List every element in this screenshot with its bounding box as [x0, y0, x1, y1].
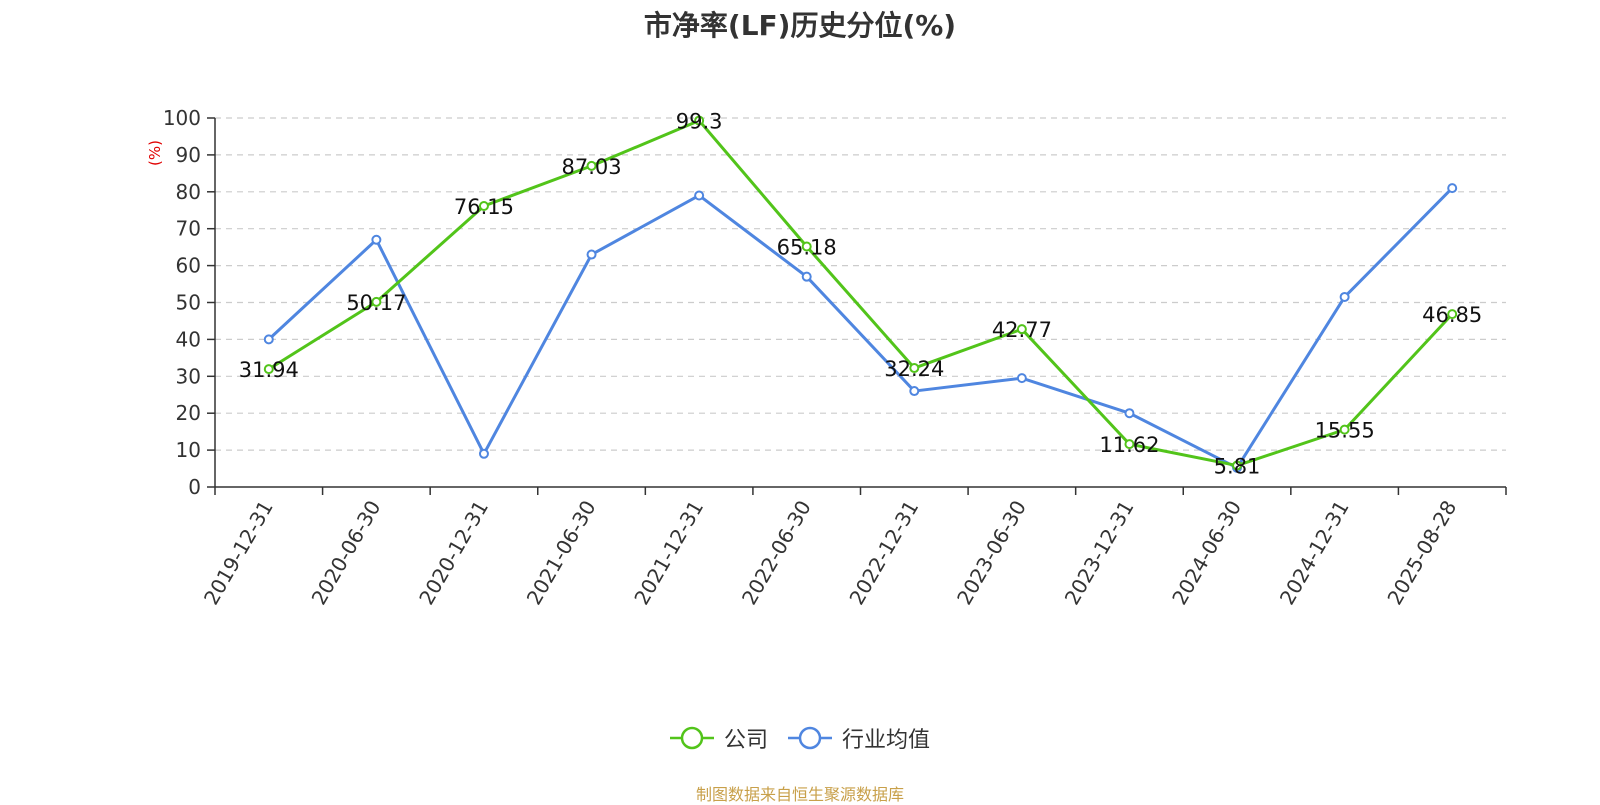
- data-point-company: [478, 201, 489, 212]
- data-point-industry: [694, 190, 705, 201]
- line-chart: 0 10 20 30 40 50 60 70 80 90 100 (%) 2019-12-31 2020…: [146, 106, 1507, 609]
- data-point-industry: [801, 271, 812, 282]
- x-tick-label: 2020-12-31: [414, 496, 493, 609]
- data-labels: 31.94 50.17 76.15 87.03 99.3 65.18 32.24 42.77 1…: [239, 110, 1483, 479]
- legend-item-company[interactable]: 公司: [669, 722, 768, 754]
- x-axis: 2019-12-31 2020-06-30 2020-12-31 2021-06-30…: [199, 486, 1507, 609]
- data-point-industry: [1016, 373, 1027, 384]
- data-source-note: 制图数据来自恒生聚源数据库: [695, 785, 904, 804]
- data-point-company: [263, 364, 274, 375]
- legend-label-industry: 行业均值: [842, 728, 931, 753]
- x-tick-label: 2019-12-31: [199, 496, 278, 609]
- data-point-industry: [1447, 183, 1458, 194]
- data-label: 42.77: [992, 318, 1052, 342]
- y-tick-label: 80: [176, 180, 201, 204]
- data-point-company: [694, 115, 705, 126]
- x-tick-label: 2022-12-31: [844, 496, 923, 609]
- grid-lines: [215, 117, 1506, 451]
- data-point-company: [1016, 324, 1027, 335]
- data-point-company: [1447, 309, 1458, 320]
- data-point-company: [371, 296, 382, 307]
- x-tick-label: 2023-06-30: [952, 496, 1031, 609]
- data-label: 31.94: [239, 358, 299, 382]
- data-point-industry: [909, 386, 920, 397]
- y-tick-label: 90: [176, 143, 201, 167]
- data-point-company: [1339, 424, 1350, 435]
- data-label: 15.55: [1315, 419, 1375, 443]
- data-point-company: [586, 160, 597, 171]
- data-point-industry: [1339, 291, 1350, 302]
- legend-label-company: 公司: [723, 728, 768, 753]
- data-point-company: [1124, 439, 1135, 450]
- x-tick-label: 2024-12-31: [1275, 496, 1354, 609]
- data-point-company: [909, 363, 920, 374]
- data-label: 32.24: [884, 357, 944, 381]
- data-point-industry: [263, 334, 274, 345]
- x-tick-label: 2025-08-28: [1382, 496, 1461, 609]
- data-label: 65.18: [777, 235, 837, 259]
- chart-title: 市净率(LF)历史分位(%): [643, 9, 957, 42]
- x-tick-label: 2021-12-31: [629, 496, 708, 609]
- legend-industry-icon: [788, 726, 832, 750]
- x-tick-label: 2021-06-30: [522, 496, 601, 609]
- data-label: 5.81: [1214, 455, 1261, 479]
- y-tick-label: 20: [176, 401, 201, 425]
- x-tick-label: 2020-06-30: [307, 496, 386, 609]
- data-label: 99.3: [676, 110, 723, 134]
- x-tick-label: 2022-06-30: [737, 496, 816, 609]
- y-axis: 0 10 20 30 40 50 60 70 80 90 100 (%): [146, 106, 216, 499]
- data-point-industry: [586, 249, 597, 260]
- data-point-industry: [478, 448, 489, 459]
- y-tick-label: 50: [176, 291, 201, 315]
- y-tick-label: 40: [176, 327, 201, 351]
- x-tick-label: 2023-12-31: [1060, 496, 1139, 609]
- data-label: 11.62: [1099, 433, 1159, 457]
- data-point-industry: [371, 234, 382, 245]
- series-group: [263, 115, 1458, 473]
- y-tick-label: 70: [176, 217, 201, 241]
- y-tick-label: 10: [176, 438, 201, 462]
- data-point-industry: [1124, 408, 1135, 419]
- y-tick-label: 0: [188, 475, 201, 499]
- y-tick-label: 30: [176, 364, 201, 388]
- data-label: 50.17: [346, 291, 406, 315]
- data-point-company: [801, 241, 812, 252]
- data-label: 46.85: [1422, 303, 1482, 327]
- x-tick-label: 2024-06-30: [1167, 496, 1246, 609]
- data-label: 76.15: [454, 195, 514, 219]
- data-label: 87.03: [561, 155, 621, 179]
- series-line-industry: [267, 187, 1454, 470]
- y-axis-title: (%): [146, 140, 164, 166]
- series-line-company: [267, 119, 1454, 468]
- legend: 公司 行业均值: [0, 722, 1600, 754]
- legend-company-icon: [669, 726, 714, 750]
- y-tick-label: 60: [176, 254, 201, 278]
- y-tick-label: 100: [163, 106, 201, 130]
- data-point-company: [1232, 460, 1243, 471]
- legend-item-industry[interactable]: 行业均值: [788, 722, 930, 754]
